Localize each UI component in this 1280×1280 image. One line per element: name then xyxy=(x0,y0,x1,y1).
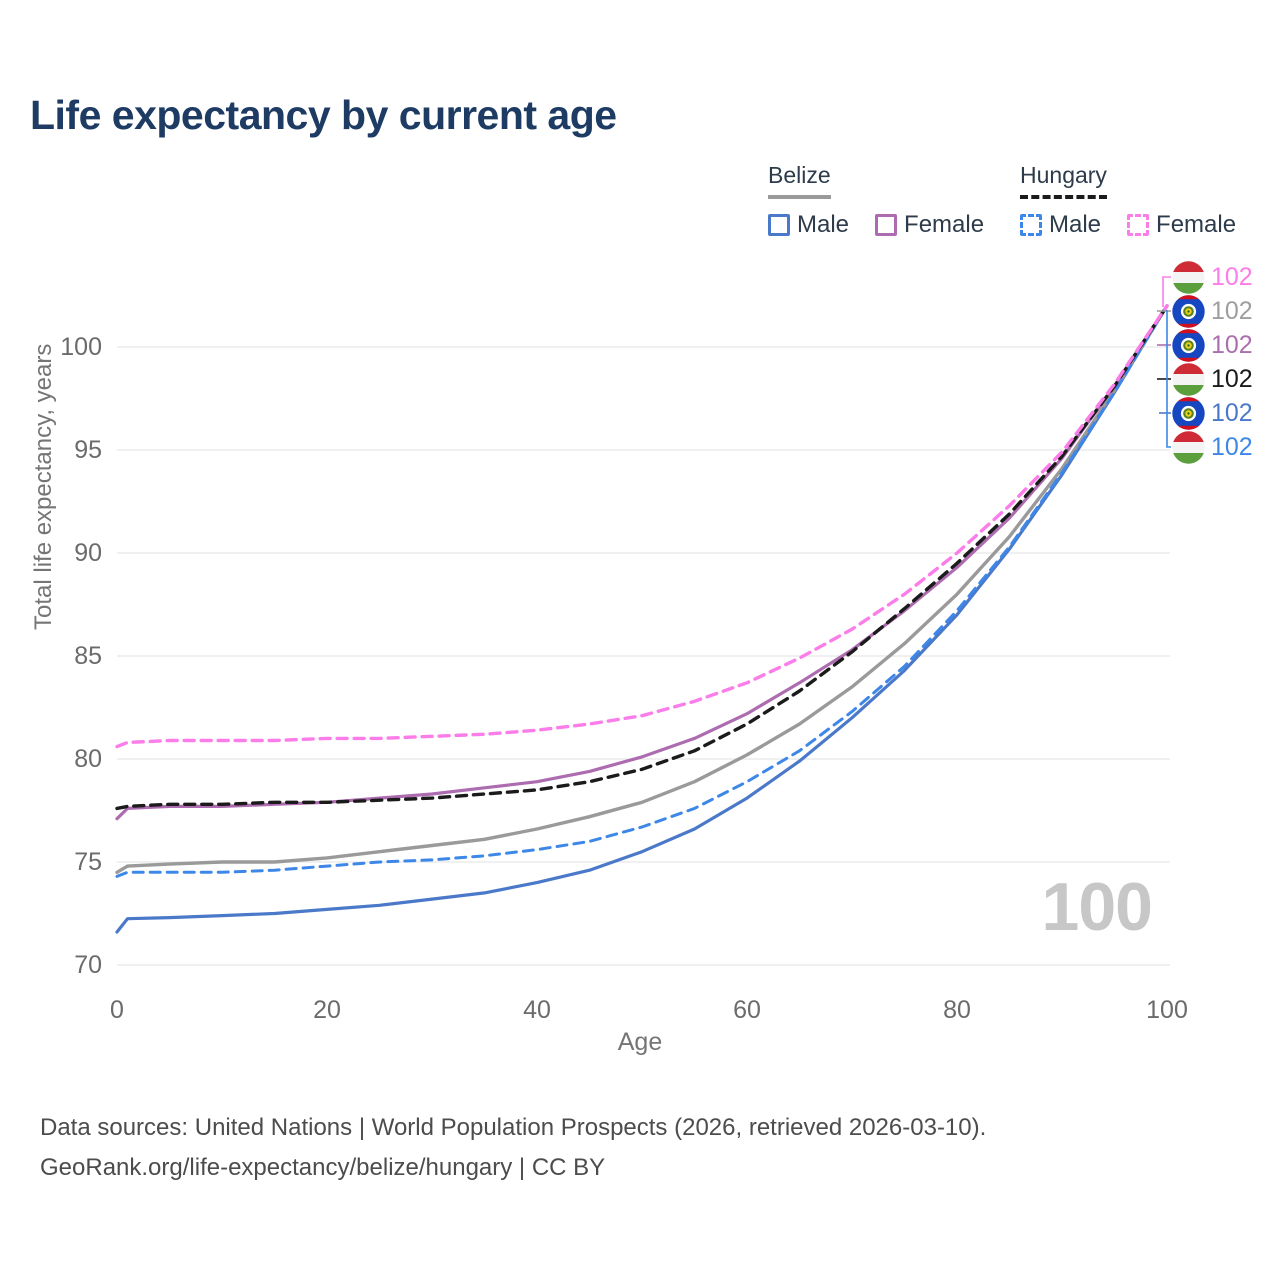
legend-group-belize: Belize Male Female xyxy=(768,162,984,239)
x-tick-label: 0 xyxy=(110,996,124,1024)
legend-belize-title[interactable]: Belize xyxy=(768,162,831,199)
series-line-hungary-female[interactable] xyxy=(115,304,1169,749)
legend-group-hungary: Hungary Male Female xyxy=(1020,162,1236,239)
end-value: 102 xyxy=(1211,296,1253,325)
legend-hungary-title[interactable]: Hungary xyxy=(1020,162,1107,199)
y-tick-label: 85 xyxy=(74,642,102,670)
hungary-male-swatch-icon xyxy=(1020,214,1042,236)
series-line-hungary-total[interactable] xyxy=(115,304,1169,811)
belize-flag-icon xyxy=(1172,294,1205,328)
legend-item-belize-female[interactable]: Female xyxy=(875,211,984,239)
x-tick-label: 20 xyxy=(313,996,341,1024)
legend-item-hungary-male[interactable]: Male xyxy=(1020,211,1101,239)
x-tick-label: 60 xyxy=(733,996,761,1024)
end-label-row: 102 xyxy=(1172,328,1253,362)
leader-line xyxy=(1162,276,1171,307)
y-tick-label: 95 xyxy=(74,436,102,464)
series-end-labels: 102 102 102 102 102 102 xyxy=(1172,260,1253,464)
x-tick-label: 80 xyxy=(943,996,971,1024)
y-tick-label: 70 xyxy=(74,951,102,979)
end-label-row: 102 xyxy=(1172,430,1253,464)
legend: Belize Male Female Hungary Male xyxy=(0,162,1280,242)
x-tick-label: 100 xyxy=(1146,996,1188,1024)
series-line-hungary-male[interactable] xyxy=(115,304,1169,878)
end-label-row: 102 xyxy=(1172,362,1253,396)
series-line-belize-male[interactable] xyxy=(115,304,1169,934)
hungary-flag-icon xyxy=(1172,362,1205,396)
y-tick-label: 80 xyxy=(74,745,102,773)
y-tick-label: 90 xyxy=(74,539,102,567)
y-tick-label: 100 xyxy=(60,333,102,361)
y-tick-label: 75 xyxy=(74,848,102,876)
legend-label: Male xyxy=(1049,211,1102,238)
end-value: 102 xyxy=(1211,398,1253,427)
hungary-female-swatch-icon xyxy=(1127,214,1150,236)
data-sources-line: Data sources: United Nations | World Pop… xyxy=(40,1114,987,1141)
end-label-row: 102 xyxy=(1172,396,1253,430)
series-line-belize-total[interactable] xyxy=(115,304,1169,874)
hungary-flag-icon xyxy=(1172,430,1205,464)
x-tick-label: 40 xyxy=(523,996,551,1024)
belize-male-swatch-icon xyxy=(768,214,790,236)
hungary-flag-icon xyxy=(1172,260,1205,294)
legend-item-belize-male[interactable]: Male xyxy=(768,211,849,239)
age-counter-watermark: 100 xyxy=(1041,869,1153,945)
end-value: 102 xyxy=(1211,262,1253,291)
legend-label: Male xyxy=(797,211,850,238)
attribution-line: GeoRank.org/life-expectancy/belize/hunga… xyxy=(40,1154,606,1181)
end-value: 102 xyxy=(1211,432,1253,461)
belize-female-swatch-icon xyxy=(875,214,898,236)
belize-flag-icon xyxy=(1172,328,1205,362)
end-label-row: 102 xyxy=(1172,260,1253,294)
page-title: Life expectancy by current age xyxy=(30,92,617,138)
legend-item-hungary-female[interactable]: Female xyxy=(1127,211,1236,239)
leader-line xyxy=(1166,310,1171,448)
end-value: 102 xyxy=(1211,330,1253,359)
belize-flag-icon xyxy=(1172,396,1205,430)
end-value: 102 xyxy=(1211,364,1253,393)
end-label-row: 102 xyxy=(1172,294,1253,328)
x-axis-title: Age xyxy=(617,1028,663,1056)
legend-label: Female xyxy=(904,211,985,238)
footer: Data sources: United Nations | World Pop… xyxy=(40,1108,986,1188)
legend-label: Female xyxy=(1156,211,1237,238)
series-line-belize-female[interactable] xyxy=(115,304,1169,821)
